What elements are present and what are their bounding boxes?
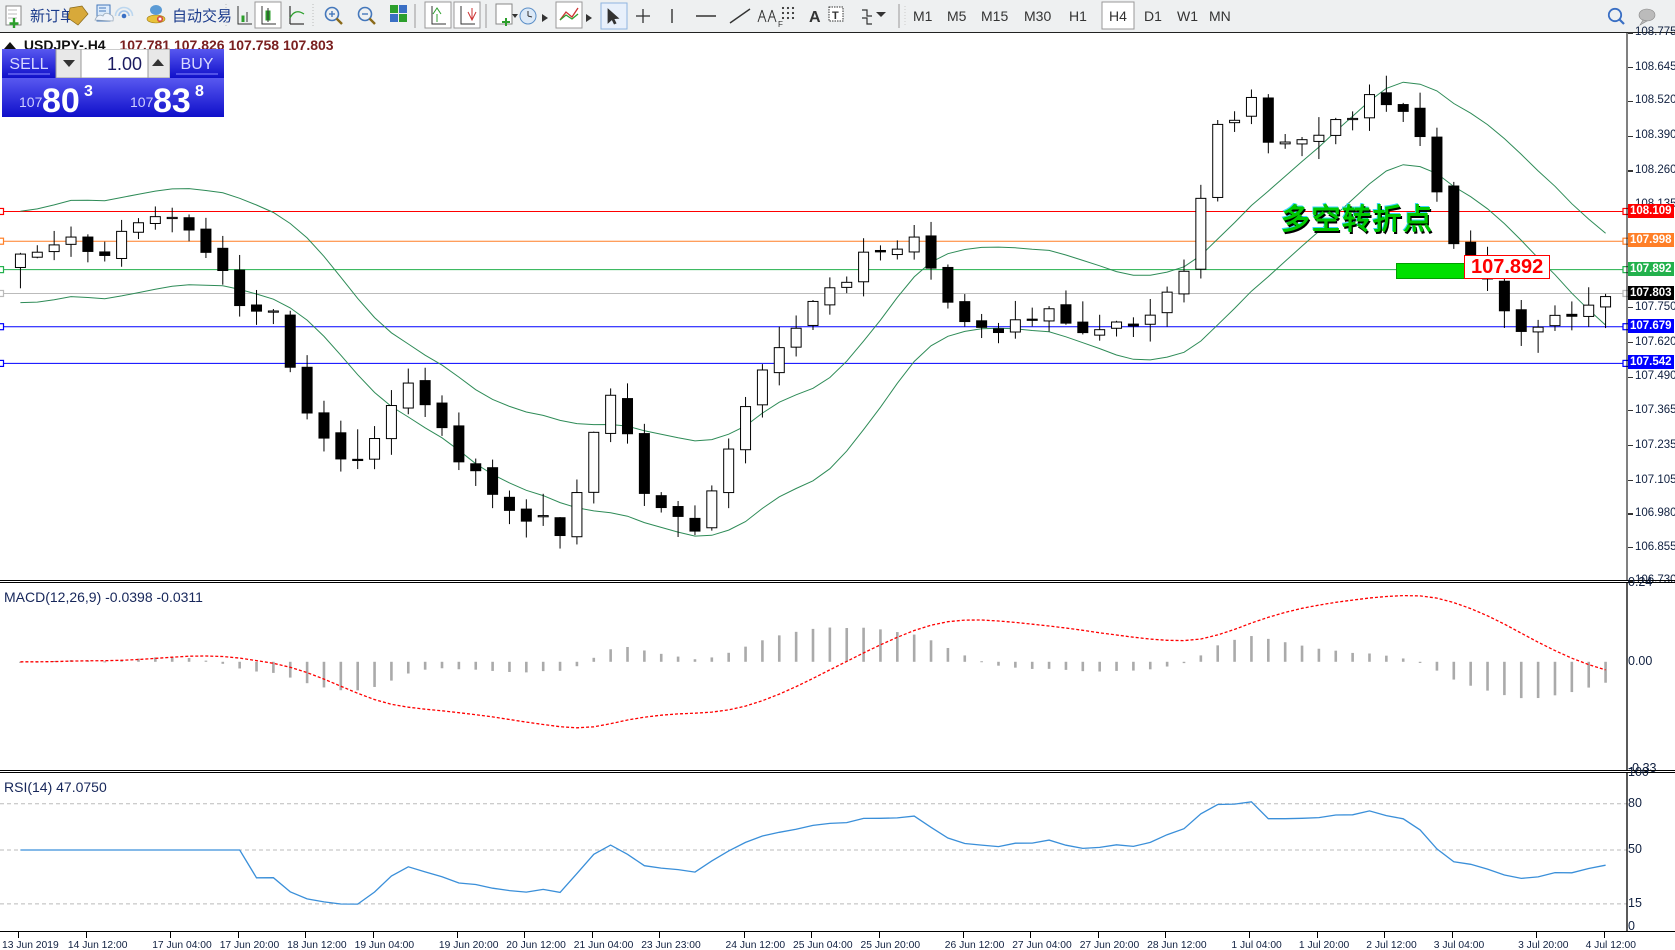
svg-text:H1: H1 [1069, 8, 1087, 24]
svg-text:T: T [832, 10, 839, 22]
svg-text:M1: M1 [913, 8, 933, 24]
svg-text:D1: D1 [1144, 8, 1162, 24]
svg-text:W1: W1 [1177, 8, 1198, 24]
svg-text:M15: M15 [981, 8, 1008, 24]
svg-text:F: F [778, 20, 783, 29]
svg-text:MN: MN [1209, 8, 1231, 24]
svg-text:M30: M30 [1024, 8, 1051, 24]
svg-text:H4: H4 [1109, 8, 1127, 24]
svg-text:自动交易: 自动交易 [172, 7, 232, 25]
svg-text:M5: M5 [947, 8, 967, 24]
svg-text:A: A [809, 9, 821, 26]
